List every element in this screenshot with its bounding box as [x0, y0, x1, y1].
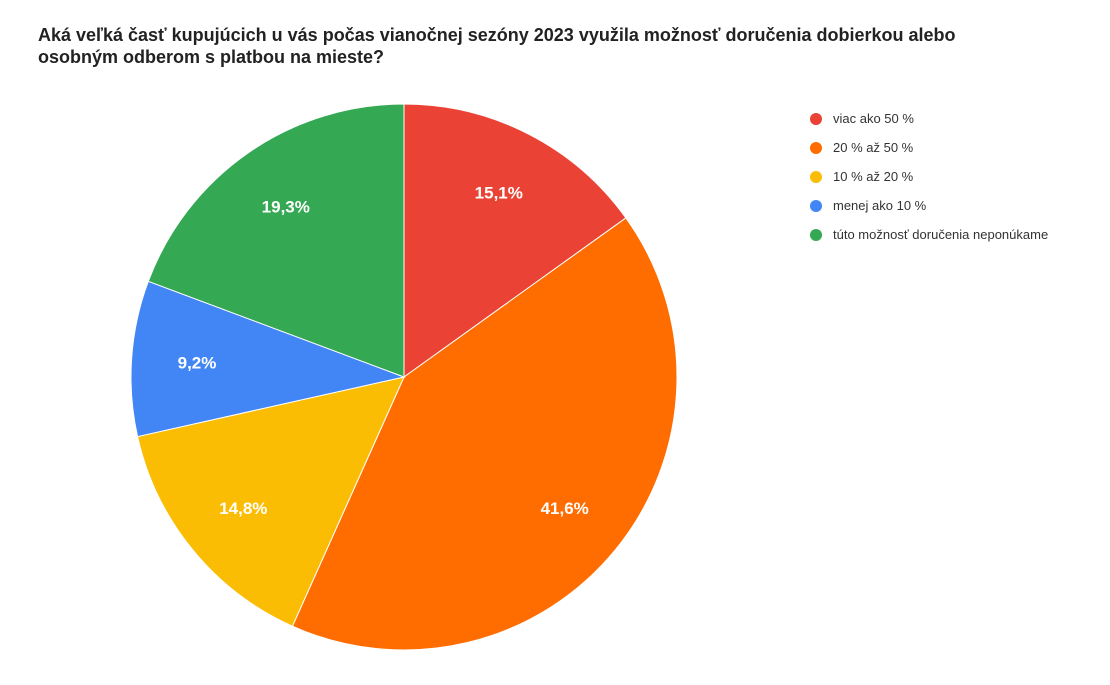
legend-dot-icon — [810, 228, 822, 241]
slice-data-label: 15,1% — [475, 183, 523, 202]
legend-dot-icon — [810, 199, 822, 212]
legend-item: 20 % až 50 % — [810, 133, 1048, 162]
legend-dot-icon — [810, 170, 822, 183]
legend-label: túto možnosť doručenia neponúkame — [833, 227, 1049, 242]
pie-slice — [147, 103, 405, 378]
legend-item: 10 % až 20 % — [810, 162, 1048, 191]
legend: viac ako 50 % 20 % až 50 % 10 % až 20 % … — [810, 104, 1048, 249]
legend-item: menej ako 10 % — [810, 191, 1048, 220]
slice-data-label: 19,3% — [262, 198, 310, 217]
legend-label: 10 % až 20 % — [833, 169, 914, 184]
pie-slice — [291, 217, 678, 651]
chart-title: Aká veľká časť kupujúcich u vás počas vi… — [38, 25, 956, 67]
legend-label: 20 % až 50 % — [833, 140, 914, 155]
legend-label: viac ako 50 % — [833, 111, 914, 126]
slice-data-label: 14,8% — [219, 499, 267, 518]
legend-dot-icon — [810, 141, 822, 154]
slice-data-label: 41,6% — [541, 499, 589, 518]
slice-data-label: 9,2% — [178, 354, 217, 373]
legend-item: túto možnosť doručenia neponúkame — [810, 220, 1048, 249]
pie-slice — [403, 103, 627, 378]
legend-label: menej ako 10 % — [833, 198, 927, 213]
pie-slice — [136, 376, 405, 627]
legend-item: viac ako 50 % — [810, 104, 1048, 133]
legend-dot-icon — [810, 112, 822, 125]
pie-slice — [130, 280, 406, 438]
